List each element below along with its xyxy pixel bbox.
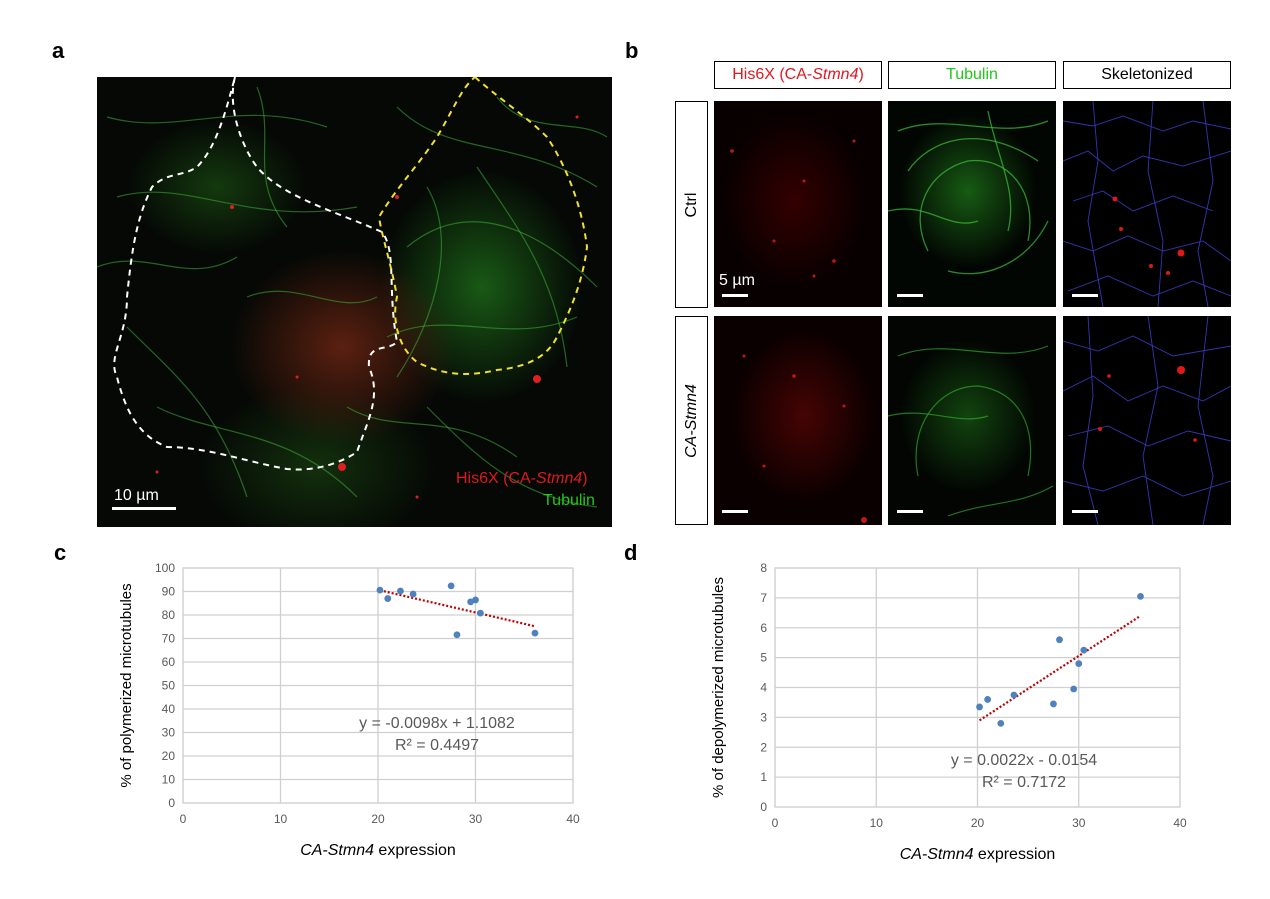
y-tick-label: 10 — [162, 773, 176, 787]
treat-his-image — [714, 316, 882, 525]
ctrl-his-image — [714, 101, 882, 307]
x-tick-label: 10 — [274, 812, 288, 826]
y-axis-label: % of depolymerized microtubules — [710, 577, 727, 798]
data-point — [1137, 592, 1144, 600]
y-tick-label: 3 — [760, 710, 767, 724]
ctrl-skeleton-image — [1063, 101, 1231, 307]
y-tick-label: 6 — [760, 621, 767, 635]
x-axis-label: CA-Stmn4 expression — [900, 846, 1056, 863]
row-label-ca-stmn4: CA-Stmn4 — [675, 316, 708, 525]
y-tick-label: 30 — [162, 726, 176, 740]
y-tick-label: 60 — [162, 655, 176, 669]
x-tick-label: 20 — [971, 816, 985, 830]
panel-a-micrograph — [97, 77, 612, 527]
y-tick-label: 100 — [155, 561, 175, 575]
data-point — [384, 595, 392, 602]
treat-his-scale-bar — [722, 510, 748, 513]
data-point — [453, 631, 461, 639]
x-tick-label: 40 — [1173, 816, 1187, 830]
x-tick-label: 0 — [180, 812, 187, 826]
data-point — [997, 719, 1005, 727]
data-point — [1010, 691, 1018, 699]
r-squared: R² = 0.7172 — [982, 774, 1066, 791]
y-tick-label: 0 — [168, 796, 175, 810]
panel-b-scale-label: 5 µm — [719, 272, 755, 289]
y-axis-label: % of polymerized microtubules — [118, 583, 135, 787]
x-tick-label: 20 — [371, 812, 385, 826]
chart-depolymerized: 0 1 2 3 4 5 6 7 8 0 10 20 30 40 y = 0.0022x - 0.0154 R²… — [710, 561, 1187, 863]
treat-tubulin-image — [888, 316, 1056, 525]
chart-polymerized: 0 10 20 30 40 50 60 70 80 90 100 0 10 20 30 40 y = -0.00… — [118, 561, 580, 859]
data-point — [1050, 700, 1057, 708]
data-point — [397, 587, 404, 595]
ctrl-tubulin-scale-bar — [897, 294, 923, 297]
x-tick-label: 30 — [469, 812, 483, 826]
x-tick-label: 30 — [1072, 816, 1086, 830]
panel-b-letter: b — [625, 38, 639, 63]
y-tick-label: 70 — [162, 632, 176, 646]
ctrl-his-scale-bar — [722, 294, 748, 297]
data-point — [976, 703, 983, 711]
y-tick-label: 40 — [162, 702, 176, 716]
col-header-skeletonized: Skeletonized — [1063, 61, 1231, 89]
data-point — [1075, 660, 1083, 667]
y-tick-label: 90 — [162, 585, 176, 599]
x-tick-label: 40 — [566, 812, 580, 826]
panel-a-legend-tubulin: Tubulin — [543, 492, 595, 509]
data-point — [1056, 636, 1063, 644]
y-tick-label: 1 — [760, 770, 767, 784]
col-header-tubulin: Tubulin — [888, 61, 1056, 89]
panel-a-scale-label: 10 µm — [114, 487, 159, 504]
ctrl-skeleton-scale-bar — [1072, 294, 1098, 297]
y-tick-label: 4 — [760, 681, 767, 695]
y-tick-label: 50 — [162, 679, 176, 693]
trendline — [379, 589, 536, 628]
trend-equation: y = 0.0022x - 0.0154 — [951, 752, 1097, 769]
y-tick-label: 80 — [162, 608, 176, 622]
data-point — [447, 582, 455, 590]
x-tick-label: 0 — [772, 816, 779, 830]
panel-d-letter: d — [624, 540, 638, 565]
data-point — [472, 596, 479, 604]
treat-skeleton-image — [1063, 316, 1231, 525]
panel-a-scale-bar — [112, 507, 176, 510]
treat-skeleton-scale-bar — [1072, 510, 1098, 513]
y-tick-label: 20 — [162, 749, 176, 763]
y-tick-label: 5 — [760, 651, 767, 665]
panel-a-legend-his: His6X (CA-Stmn4) — [456, 470, 588, 487]
data-point — [984, 696, 992, 703]
panel-c-letter: c — [54, 540, 67, 565]
y-tick-label: 0 — [760, 800, 767, 814]
r-squared: R² = 0.4497 — [395, 737, 479, 754]
data-point — [531, 629, 539, 637]
col-header-his: His6X (CA-Stmn4) — [714, 61, 882, 89]
y-tick-label: 7 — [760, 591, 767, 605]
trendline — [978, 614, 1142, 722]
data-point — [409, 590, 417, 598]
data-point — [1070, 685, 1078, 693]
x-axis-label: CA-Stmn4 expression — [300, 842, 456, 859]
data-point — [1080, 646, 1088, 654]
treat-tubulin-scale-bar — [897, 510, 923, 513]
y-tick-label: 8 — [760, 561, 767, 575]
trend-equation: y = -0.0098x + 1.1082 — [359, 715, 515, 732]
ctrl-tubulin-image — [888, 101, 1056, 307]
data-point — [376, 586, 384, 594]
panel-a-letter: a — [52, 38, 65, 63]
x-tick-label: 10 — [870, 816, 884, 830]
row-label-ctrl: Ctrl — [675, 101, 708, 308]
y-tick-label: 2 — [760, 740, 767, 754]
data-point — [476, 609, 484, 617]
